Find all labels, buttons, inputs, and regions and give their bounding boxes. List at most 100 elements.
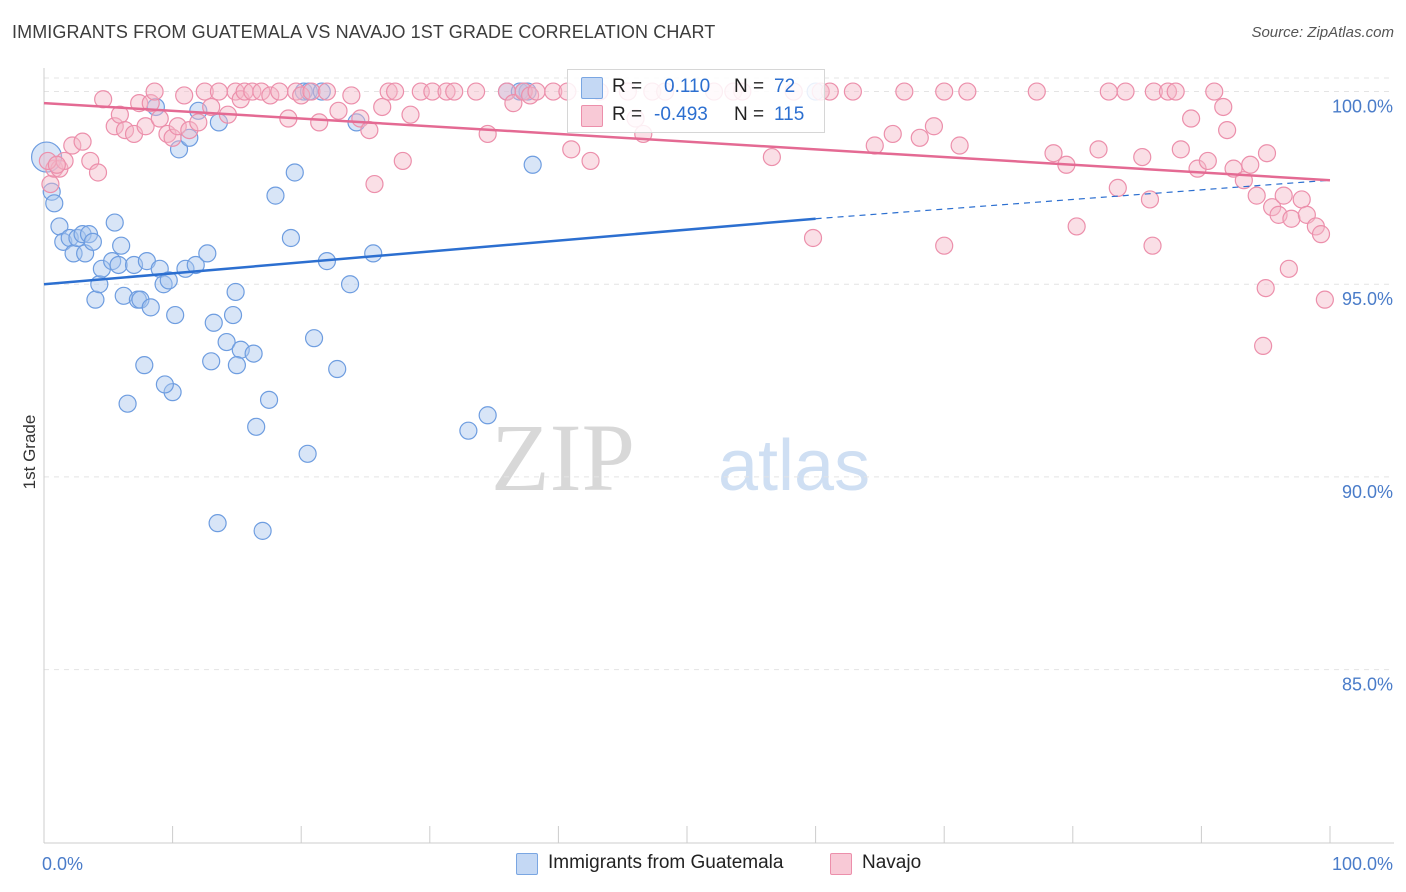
guatemala-point (42, 182, 61, 201)
data-points (30, 82, 1334, 540)
watermark-atlas: atlas (718, 426, 870, 506)
navajo-point (63, 136, 82, 155)
guatemala-point (281, 228, 301, 248)
navajo-point (145, 82, 164, 101)
stats-legend: R = 0.110 N = 72 R = -0.493 N = 115 (567, 69, 825, 133)
navajo-point (1198, 151, 1217, 171)
pink-swatch (830, 853, 852, 875)
navajo-point (1218, 120, 1237, 140)
navajo-point (1214, 97, 1233, 117)
navajo-point (175, 86, 194, 105)
guatemala-point (198, 244, 217, 263)
navajo-point (935, 236, 954, 255)
source-credit: Source: ZipAtlas.com (1251, 24, 1394, 41)
guatemala-point (204, 313, 223, 332)
r-label: R = (612, 104, 643, 125)
guatemala-point (340, 275, 360, 294)
navajo-point (1140, 190, 1160, 209)
guatemala-point (208, 514, 227, 533)
guatemala-point (86, 290, 105, 309)
guatemala-point (155, 375, 174, 394)
guatemala-point (105, 213, 124, 232)
y-tick-label: 90.0% (1342, 482, 1393, 502)
navajo-point (163, 128, 182, 147)
n-label: N = (734, 104, 765, 125)
navajo-point (342, 86, 361, 105)
axis-labels: 85.0% 90.0% 95.0% 100.0% 0.0% 100.0% 1st Grade (20, 97, 1393, 874)
navajo-point (843, 82, 862, 101)
navajo-point (41, 174, 60, 194)
navajo-point (581, 151, 600, 171)
guatemala-point (312, 82, 331, 101)
navajo-point (1099, 82, 1118, 101)
navajo-point (445, 82, 464, 101)
guatemala-point (478, 406, 497, 425)
navajo-point (1182, 109, 1201, 128)
navajo-point (1279, 259, 1298, 278)
navajo-point (883, 124, 902, 144)
guatemala-point (247, 417, 266, 436)
guatemala-point (45, 194, 64, 213)
navajo-point (466, 82, 486, 101)
guatemala-point (166, 305, 185, 325)
stats-row-navajo: R = -0.493 N = 115 (568, 101, 824, 129)
guatemala-point (298, 444, 317, 463)
navajo-point (150, 109, 169, 128)
navajo-point (292, 86, 311, 105)
navajo-point (1133, 147, 1152, 167)
y-tick-label: 100.0% (1332, 97, 1393, 117)
guatemala-point (50, 217, 69, 236)
navajo-point (252, 82, 271, 101)
navajo-point (1257, 144, 1277, 163)
guatemala-point (83, 232, 102, 251)
navajo-point (195, 82, 214, 101)
guatemala-point (259, 390, 279, 409)
guatemala-point (159, 271, 178, 290)
guatemala-point (169, 140, 189, 159)
chart-title: IMMIGRANTS FROM GUATEMALA VS NAVAJO 1ST … (12, 22, 716, 42)
n-value: 72 (774, 76, 796, 97)
guatemala-point (163, 383, 182, 402)
y-axis-title: 1st Grade (20, 415, 39, 490)
navajo-point (478, 124, 497, 144)
navajo-point (1315, 290, 1334, 309)
navajo-point (1166, 82, 1185, 101)
blue-swatch (516, 853, 538, 875)
navajo-point (270, 82, 289, 101)
navajo-point (88, 163, 108, 182)
guatemala-point (227, 356, 246, 375)
guatemala-point (523, 155, 542, 174)
navajo-point (1311, 225, 1331, 244)
legend-label: Immigrants from Guatemala (548, 852, 784, 873)
navajo-point (527, 82, 546, 101)
navajo-point (310, 113, 329, 132)
navajo-point (1254, 336, 1273, 355)
navajo-point (1205, 82, 1224, 101)
navajo-trend-line (43, 101, 1331, 182)
guatemala-point (364, 244, 383, 263)
guatemala-point (285, 163, 304, 182)
n-value: 115 (774, 104, 805, 125)
navajo-point (189, 113, 208, 132)
guatemala-point (244, 344, 263, 363)
navajo-point (1158, 82, 1178, 101)
navajo-point (1089, 140, 1108, 159)
navajo-point (38, 151, 57, 171)
navajo-point (168, 117, 187, 136)
navajo-point (393, 151, 412, 171)
navajo-point (1256, 278, 1275, 298)
stats-row-guatemala: R = 0.110 N = 72 (568, 73, 824, 101)
axes (43, 68, 1394, 844)
navajo-point (1143, 236, 1162, 255)
navajo-point (958, 82, 977, 101)
navajo-point (1044, 144, 1063, 163)
r-value: -0.493 (654, 104, 708, 125)
navajo-point (1292, 190, 1311, 209)
x-tick-label: 0.0% (42, 854, 83, 874)
blue-swatch (581, 77, 603, 99)
navajo-point (1171, 140, 1190, 159)
navajo-point (1067, 217, 1086, 236)
navajo-point (1027, 82, 1046, 101)
navajo-point (209, 82, 228, 101)
